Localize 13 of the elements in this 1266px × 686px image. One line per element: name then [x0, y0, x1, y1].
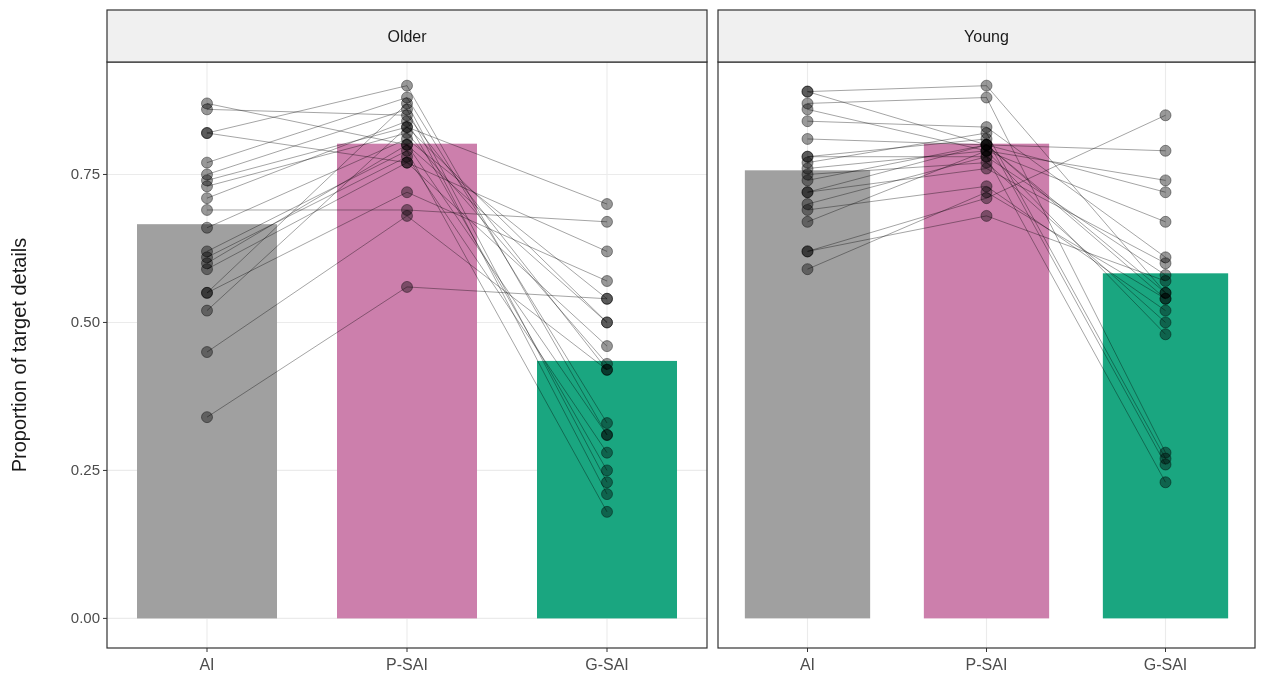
- chart-title: Older: [387, 28, 428, 45]
- x-tick-label: P-SAI: [965, 656, 1008, 673]
- y-tick-label: 0.25: [70, 461, 100, 479]
- x-tick-label: AI: [199, 656, 215, 673]
- y-tick-label: 0.50: [70, 313, 100, 331]
- chart-title: Young: [964, 28, 1009, 45]
- x-tick-label: P-SAI: [386, 656, 428, 673]
- x-tick-label: AI: [799, 656, 816, 673]
- y-axis-title: Proportion of target details: [8, 237, 30, 473]
- x-tick-label: G-SAI: [585, 656, 629, 673]
- y-tick-label: 0.00: [70, 609, 100, 627]
- x-tick-label: G-SAI: [1143, 656, 1188, 673]
- y-tick-label: 0.75: [70, 165, 100, 183]
